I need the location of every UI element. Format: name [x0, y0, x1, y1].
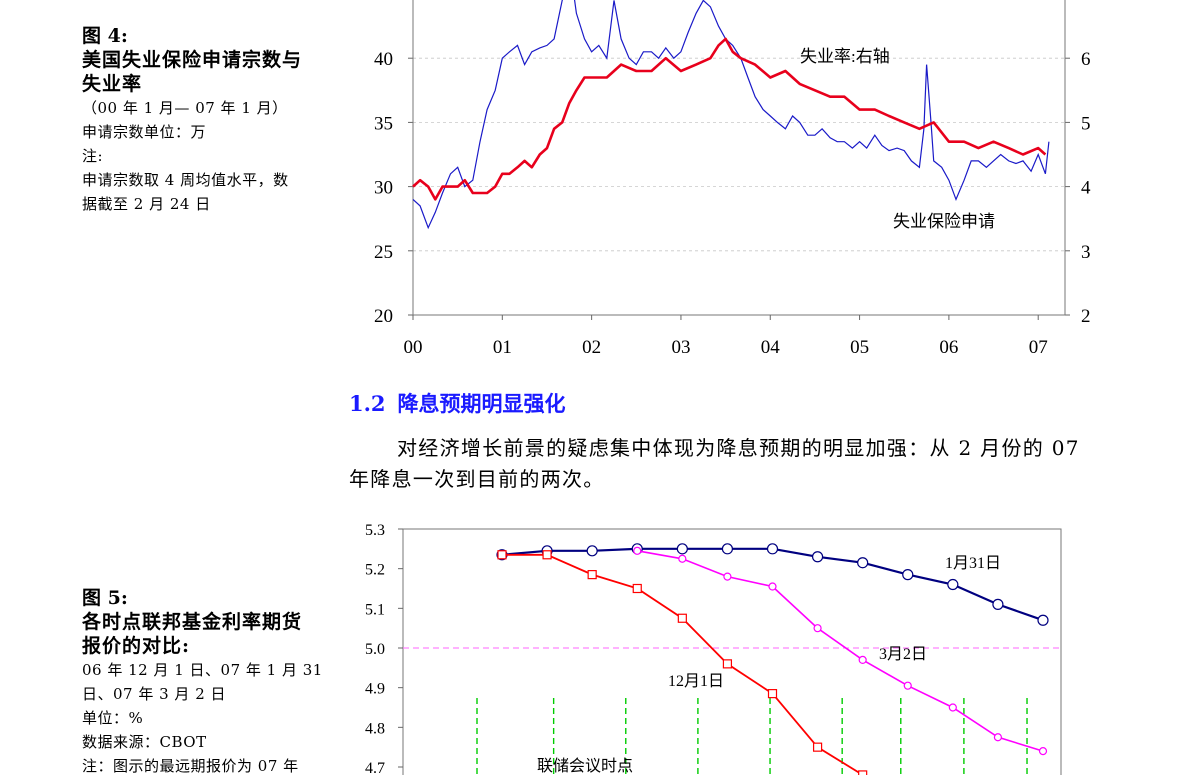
series-dec1-point [858, 770, 868, 775]
figure4-period: （00 年 1 月— 07 年 1 月） [82, 99, 288, 117]
series-jan31-point [766, 543, 779, 555]
y-tick-label: 5.2 [365, 562, 385, 579]
series-mar2-point [813, 624, 822, 633]
section-heading: 1.2 降息预期明显强化 [349, 388, 566, 418]
y-left-tick-label: 25 [374, 242, 393, 263]
fed-funds-futures-chart: 5.3 5.2 5.1 5.0 4.9 4.8 4.7 1月31日 3月2日 12月1日联储会议时… [365, 522, 1062, 775]
figure5-label: 图 5: [82, 587, 128, 609]
figure4-unit: 申请宗数单位：万 [82, 123, 207, 141]
series-jan31-point [992, 598, 1004, 610]
series-claims-line [412, 0, 1050, 230]
series-jan31-point [721, 543, 734, 555]
figure4-note-line1: 申请宗数取 4 周均值水平，数 [82, 171, 289, 189]
series-dec1-point [542, 550, 552, 560]
series-jan31-point [586, 545, 598, 557]
series-mar2-point [858, 655, 867, 664]
annotation-claims: 失业保险申请 [893, 212, 995, 231]
x-tick-label: 04 [761, 337, 781, 358]
figure4-note-line2: 据截至 2 月 24 日 [82, 195, 211, 213]
figure4-note-label: 注: [82, 147, 104, 165]
series-jan31-point [676, 543, 688, 555]
series-mar2-point [948, 703, 957, 712]
series-mar2-point [1038, 747, 1048, 756]
figure5-caption: 图 5: 各时点联邦基金利率期货 报价的对比: 06 年 12 月 1 日、07… [82, 586, 327, 778]
series-jan31-point [1037, 614, 1049, 626]
label-jan31: 1月31日 [945, 555, 1001, 572]
series-jan31-point [811, 551, 824, 563]
annotation-fomc: 联储会议时点 [537, 757, 633, 775]
series-dec1-line [502, 553, 864, 775]
y-right-tick-label: 2 [1081, 306, 1091, 327]
y-tick-label: 4.9 [365, 681, 385, 698]
x-tick-label: 03 [671, 337, 690, 358]
y-tick-label: 5.0 [365, 641, 385, 658]
series-jan31-point [857, 557, 869, 569]
series-dec1-point [812, 742, 823, 752]
y-tick-label: 4.7 [365, 760, 385, 775]
y-right-tick-label: 6 [1081, 49, 1091, 70]
series-jan31-point [902, 569, 914, 581]
series-dec1-point [677, 613, 687, 623]
series-dec1-point [587, 570, 597, 580]
y-tick-label: 5.3 [365, 522, 385, 539]
y-left-tick-label: 20 [374, 306, 393, 327]
figure4-title-line2: 失业率 [82, 73, 143, 95]
plot-frame [402, 528, 1062, 775]
y-tick-label: 5.1 [365, 601, 385, 618]
figure5-date-line1: 06 年 12 月 1 日、07 年 1 月 31 [82, 661, 323, 679]
x-tick-label: 02 [582, 337, 601, 358]
series-mar2-point [678, 554, 687, 563]
series-mar2-point [633, 546, 642, 555]
x-tick-label: 01 [493, 337, 512, 358]
figure4-caption: 图 4: 美国失业保险申请宗数与 失业率 （00 年 1 月— 07 年 1 月… [82, 24, 327, 216]
series-unemployment-line [412, 37, 1047, 201]
figure5-date-line2: 日、07 年 3 月 2 日 [82, 685, 227, 703]
series-mar2-point [768, 582, 777, 591]
annotation-unemployment: 失业率:右轴 [800, 47, 890, 66]
figure5-source: 数据来源：CBOT [82, 733, 207, 751]
figure4-title-line1: 美国失业保险申请宗数与 [82, 49, 303, 71]
series-jan31-point [947, 578, 959, 591]
series-mar2-point [723, 572, 732, 581]
label-mar2: 3月2日 [879, 646, 927, 663]
series-dec1-point [497, 550, 507, 560]
figure5-unit: 单位：% [82, 709, 144, 727]
body-paragraph: 对经济增长前景的疑虑集中体现为降息预期的明显加强：从 2 月份的 07 年降息一… [349, 436, 1080, 491]
y-left-tick-label: 35 [374, 113, 393, 134]
x-tick-label: 05 [850, 337, 869, 358]
series-dec1-point [722, 659, 733, 669]
figure5-title-line2: 报价的对比: [82, 635, 191, 657]
series-mar2-line [637, 550, 1044, 752]
figure5-title-line1: 各时点联邦基金利率期货 [82, 611, 303, 633]
x-tick-label: 06 [939, 337, 958, 358]
y-right-tick-label: 5 [1081, 113, 1091, 134]
figure4-label: 图 4: [82, 25, 128, 47]
series-mar2-point [993, 733, 1003, 742]
section-number: 1.2 [349, 391, 386, 416]
claims-unemployment-chart: 20 25 30 35 40 2 3 4 5 6 00 01 02 03 04 05 06 07 失业率:右轴失业保… [374, 0, 1091, 358]
series-dec1-point [632, 583, 642, 594]
series-dec1-point [767, 689, 778, 699]
series-mar2-point [903, 681, 912, 690]
y-right-tick-label: 4 [1081, 178, 1091, 199]
y-right-tick-label: 3 [1081, 242, 1091, 263]
y-left-tick-label: 40 [374, 49, 393, 70]
y-left-tick-label: 30 [374, 178, 393, 199]
figure5-note: 注：图示的最远期报价为 07 年 [82, 757, 299, 775]
x-tick-label: 07 [1029, 337, 1048, 358]
x-tick-label: 00 [404, 337, 423, 358]
section-title: 降息预期明显强化 [397, 391, 566, 416]
label-dec1: 12月1日 [668, 673, 724, 690]
y-tick-label: 4.8 [365, 720, 385, 737]
